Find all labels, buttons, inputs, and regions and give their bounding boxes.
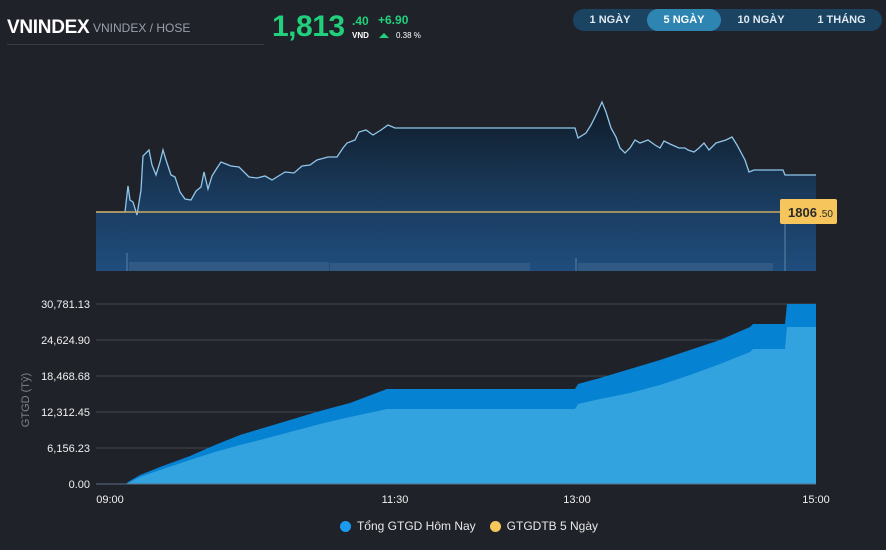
title-block: VNINDEX VNINDEX / HOSE (7, 12, 264, 45)
tab-5-ngay[interactable]: 5 NGÀY (647, 9, 721, 31)
svg-text:.50: .50 (819, 209, 833, 220)
svg-text:12,312.45: 12,312.45 (41, 407, 90, 419)
y-axis-labels: 30,781.13 24,624.90 18,468.68 12,312.45 … (41, 299, 90, 491)
legend-label: GTGDTB 5 Ngày (506, 519, 599, 533)
volume-bars (126, 253, 773, 271)
price-change-percent: 0.38 % (396, 31, 421, 40)
period-tabs: 1 NGÀY 5 NGÀY 10 NGÀY 1 THÁNG (573, 9, 882, 31)
svg-text:24,624.90: 24,624.90 (41, 335, 90, 347)
volume-chart[interactable]: 30,781.13 24,624.90 18,468.68 12,312.45 … (0, 290, 886, 515)
chart-legend: Tổng GTGD Hôm Nay GTGDTB 5 Ngày (0, 519, 886, 533)
svg-text:11:30: 11:30 (382, 494, 409, 506)
svg-text:09:00: 09:00 (96, 494, 124, 506)
legend-dot-icon (489, 520, 501, 532)
svg-text:15:00: 15:00 (802, 494, 830, 506)
svg-text:18,468.68: 18,468.68 (41, 371, 90, 383)
legend-item-5day-avg[interactable]: GTGDTB 5 Ngày (489, 519, 599, 533)
reference-price-badge: 1806 .50 (780, 199, 837, 224)
svg-text:0.00: 0.00 (69, 479, 90, 491)
y-axis-title: GTGD (Tỷ) (20, 373, 32, 427)
svg-text:6,156.23: 6,156.23 (47, 443, 90, 455)
x-axis-labels: 09:00 11:30 13:00 15:00 (96, 494, 830, 506)
tab-1-ngay[interactable]: 1 NGÀY (589, 14, 631, 26)
price-chart[interactable]: 1806 .50 (0, 0, 886, 290)
legend-label: Tổng GTGD Hôm Nay (356, 519, 476, 533)
svg-text:1806: 1806 (788, 205, 817, 220)
tab-10-ngay[interactable]: 10 NGÀY (737, 14, 785, 26)
price-line (96, 100, 816, 216)
today-area (96, 327, 816, 484)
price-change: +6.90 (378, 13, 409, 27)
index-symbol: VNINDEX (7, 17, 90, 38)
price-area (96, 102, 816, 271)
legend-dot-icon (339, 520, 351, 532)
currency-label: VND (352, 31, 369, 40)
tab-1-thang[interactable]: 1 THÁNG (817, 14, 866, 26)
price-decimal: .40 (352, 14, 369, 28)
price-integer: 1,813 (272, 10, 345, 43)
index-subtitle: VNINDEX / HOSE (93, 21, 191, 35)
arrow-up-icon (379, 33, 389, 38)
svg-text:30,781.13: 30,781.13 (41, 299, 90, 311)
legend-item-today[interactable]: Tổng GTGD Hôm Nay (288, 519, 476, 533)
svg-text:13:00: 13:00 (563, 494, 591, 506)
